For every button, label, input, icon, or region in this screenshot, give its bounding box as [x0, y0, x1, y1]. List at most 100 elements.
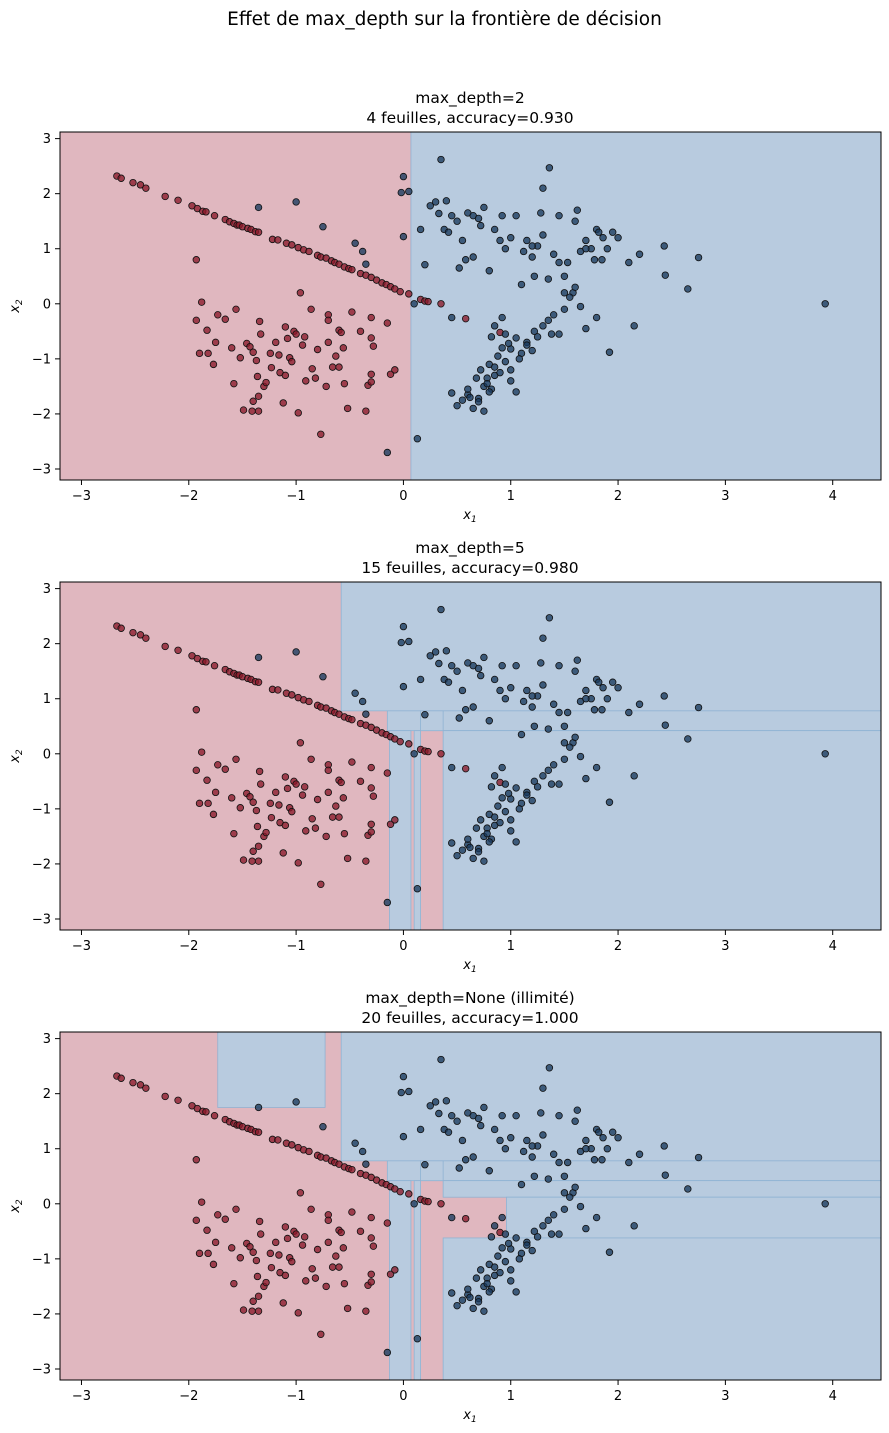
subplot-3-point-class1-32: [517, 1180, 526, 1189]
subplot-3-point-class0-127: [461, 1214, 470, 1223]
subplot-1-point-class1-75: [358, 247, 367, 256]
subplot-3-point-class1-72: [292, 1098, 300, 1106]
subplot-2-point-class0-101: [324, 766, 333, 775]
subplot-3-point-class0-57: [209, 1260, 218, 1269]
subplot-2-point-class0-98: [317, 880, 325, 888]
subplot-1-point-class1-97: [566, 293, 574, 301]
subplot-2-point-class1-74: [351, 689, 359, 697]
subplot-1-point-class1-131: [547, 330, 556, 338]
subplot-2-point-class1-3: [405, 637, 413, 646]
subplot-1-ytick-label-4: 1: [43, 242, 51, 257]
subplot-3-xlabel-var: x: [462, 1408, 471, 1423]
subplot-3-point-class0-94: [302, 1277, 310, 1285]
subplot-2-point-class1-113: [501, 807, 510, 816]
subplot-3-point-class0-55: [195, 1249, 204, 1258]
subplot-1-point-class1-47: [571, 217, 579, 225]
subplot-1-point-class1-4: [410, 300, 418, 308]
subplot-2-xtick-label-7: 4: [829, 939, 837, 954]
subplot-2-xtick-label-3: 0: [399, 939, 407, 954]
subplot-3-xlabel-sub: 1: [471, 1415, 477, 1425]
subplot-2-point-class0-25: [288, 691, 296, 699]
subplot-1-point-class1-92: [539, 322, 547, 330]
subplot-3-plot-area: [60, 1032, 881, 1380]
subplot-3-point-class1-33: [519, 1147, 528, 1156]
subplot-3-point-class0-3: [136, 1081, 145, 1089]
subplot-3-xtick-label-4: 1: [507, 1389, 515, 1404]
subplot-1-point-class1-31: [512, 211, 520, 220]
subplot-3-point-class1-4: [410, 1200, 418, 1208]
subplot-3-point-class0-64: [232, 1205, 240, 1214]
subplot-1-point-class0-84: [281, 323, 290, 331]
subplot-3-point-class1-8: [431, 1098, 440, 1106]
subplot-3-point-class1-121: [498, 1244, 506, 1252]
subplot-3-point-class0-104: [332, 1252, 340, 1260]
subplot-3-title-line2: 20 feuilles, accuracy=1.000: [361, 1009, 578, 1027]
subplot-1-point-class0-5: [161, 192, 169, 201]
subplot-1-point-class1-103: [630, 322, 638, 330]
subplot-2-xlabel-var: x: [462, 958, 471, 973]
subplot-3-point-class1-65: [821, 1200, 829, 1208]
subplot-2-point-class0-108: [340, 829, 349, 838]
subplot-2-point-class0-70: [249, 798, 257, 806]
subplot-2-point-class0-80: [272, 788, 280, 797]
subplot-2-point-class0-117: [367, 828, 375, 836]
subplot-1-ytick-label-5: 2: [43, 187, 51, 202]
subplot-1-point-class0-101: [324, 316, 333, 325]
subplot-3-point-class1-89: [528, 1246, 536, 1255]
subplot-3-point-class1-66: [539, 1084, 547, 1092]
subplot-1-point-class1-60: [635, 250, 644, 258]
subplot-1-point-class1-91: [533, 333, 542, 341]
subplot-2-point-class1-90: [530, 777, 539, 786]
subplot-2-point-class1-43: [555, 708, 563, 717]
subplot-2-point-class1-128: [515, 805, 524, 813]
subplot-1-point-class0-62: [228, 344, 236, 352]
subplot-1-point-class0-67: [239, 406, 248, 414]
subplot-1-point-class1-120: [494, 352, 502, 360]
subplot-2-point-class1-96: [560, 755, 569, 764]
subplot-2-point-class1-123: [512, 838, 520, 846]
subplot-3-point-class1-7: [426, 1102, 434, 1110]
subplot-1-point-class1-134: [483, 379, 491, 388]
subplot-3-xtick-label-6: 3: [721, 1389, 729, 1404]
subplot-3-point-class0-89: [292, 1230, 300, 1238]
subplot-1-point-class0-91: [296, 289, 305, 297]
subplot-1-point-class0-52: [192, 256, 200, 264]
subplot-3-point-class1-114: [507, 1277, 515, 1285]
subplot-3-point-class0-83: [279, 1299, 287, 1307]
subplot-1-point-class1-70: [555, 211, 563, 220]
subplot-1-point-class1-36: [530, 272, 539, 280]
subplot-1-point-class1-5: [416, 225, 425, 234]
subplot-2-point-class1-52: [590, 706, 599, 714]
subplot-2-point-class1-0: [397, 638, 405, 647]
subplot-2-point-class0-21: [254, 678, 263, 686]
subplot-1-point-class1-12: [442, 197, 451, 205]
subplot-3-ylabel: x2: [8, 1199, 25, 1214]
subplot-3-point-class1-3: [405, 1087, 413, 1096]
subplot-3-point-class1-77: [448, 1213, 456, 1222]
subplot-2-point-class0-87: [288, 807, 296, 816]
subplot-2-point-class1-13: [444, 678, 453, 686]
subplot-1-point-class1-38: [537, 209, 545, 217]
subplot-3-point-class0-67: [239, 1306, 248, 1314]
subplot-1-point-class1-44: [560, 289, 569, 297]
subplot-1-point-class0-70: [249, 348, 257, 356]
subplot-2-point-class1-70: [555, 661, 563, 670]
subplot-1-point-class1-113: [501, 357, 510, 366]
subplot-2-point-class1-98: [571, 733, 579, 741]
subplot-1-point-class1-112: [496, 368, 504, 377]
subplot-2-point-class1-54: [595, 678, 603, 686]
subplot-3-point-class0-70: [249, 1248, 257, 1256]
subplot-1-point-class1-62: [661, 271, 669, 279]
subplot-3-point-class1-63: [684, 1185, 692, 1193]
subplot-3-point-class1-97: [566, 1193, 574, 1201]
subplot-3-point-class1-25: [485, 1167, 493, 1175]
subplot-3-point-class0-1: [117, 1074, 125, 1082]
subplot-2-point-class0-72: [253, 822, 262, 831]
subplot-3-point-class1-43: [555, 1158, 563, 1167]
subplot-1-point-class0-125: [311, 374, 320, 382]
subplot-2-point-class0-57: [209, 810, 218, 819]
subplot-2-point-class1-65: [821, 750, 829, 758]
subplot-1-point-class0-23: [274, 236, 282, 244]
subplot-2-xtick-label-1: −2: [179, 939, 198, 954]
subplot-3-point-class1-79: [413, 1335, 422, 1343]
